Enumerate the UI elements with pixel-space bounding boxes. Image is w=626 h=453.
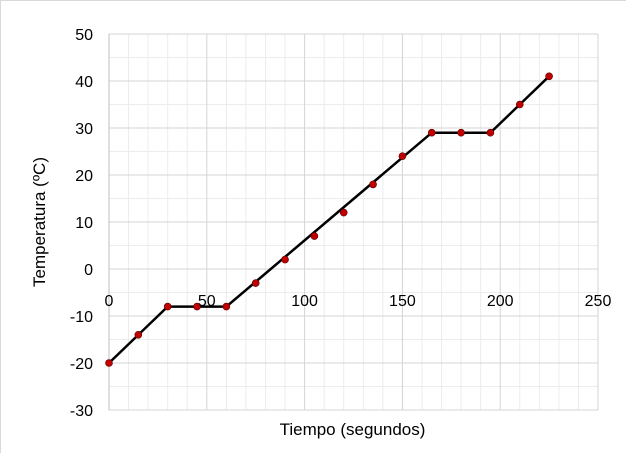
x-tick-label: 100: [291, 293, 318, 310]
data-point: [105, 359, 113, 367]
y-tick-label: 20: [75, 168, 93, 185]
y-tick-label: 10: [75, 215, 93, 232]
data-point: [339, 208, 348, 217]
data-point: [251, 279, 260, 287]
y-tick-label: 40: [75, 74, 93, 91]
y-tick-label: 50: [75, 27, 93, 44]
y-tick-label: 30: [75, 121, 93, 138]
data-point: [163, 302, 172, 311]
y-tick-label: 0: [84, 262, 93, 279]
y-tick-label: -20: [70, 356, 93, 373]
y-tick-labels: -30 -20 -10 0 10 20 30 40 50: [70, 27, 93, 420]
y-axis-title: Temperatura (ºC): [30, 157, 49, 287]
x-tick-label: 150: [389, 293, 416, 310]
x-tick-labels: 0 50 100 150 200 250: [105, 293, 612, 310]
trend-line-layer: [108, 75, 550, 364]
y-tick-label: -10: [70, 309, 93, 326]
grid: [108, 33, 599, 411]
data-point: [545, 72, 553, 81]
data-point: [134, 330, 143, 339]
x-axis-title: Tiempo (segundos): [280, 420, 426, 439]
x-tick-label: 50: [198, 293, 216, 310]
data-point: [457, 128, 465, 137]
data-point: [427, 128, 436, 137]
trend-line: [108, 75, 550, 364]
data-points-layer: [105, 72, 553, 367]
data-point: [515, 100, 524, 109]
data-point: [310, 232, 319, 240]
x-tick-label: 250: [585, 293, 612, 310]
y-tick-label: -30: [70, 403, 93, 420]
data-point: [486, 128, 495, 137]
data-point: [398, 152, 407, 160]
data-point: [369, 180, 377, 189]
data-point: [222, 302, 231, 311]
x-tick-label: 200: [487, 293, 514, 310]
data-point: [281, 255, 289, 264]
x-tick-label: 0: [105, 293, 114, 310]
data-point: [193, 302, 201, 311]
